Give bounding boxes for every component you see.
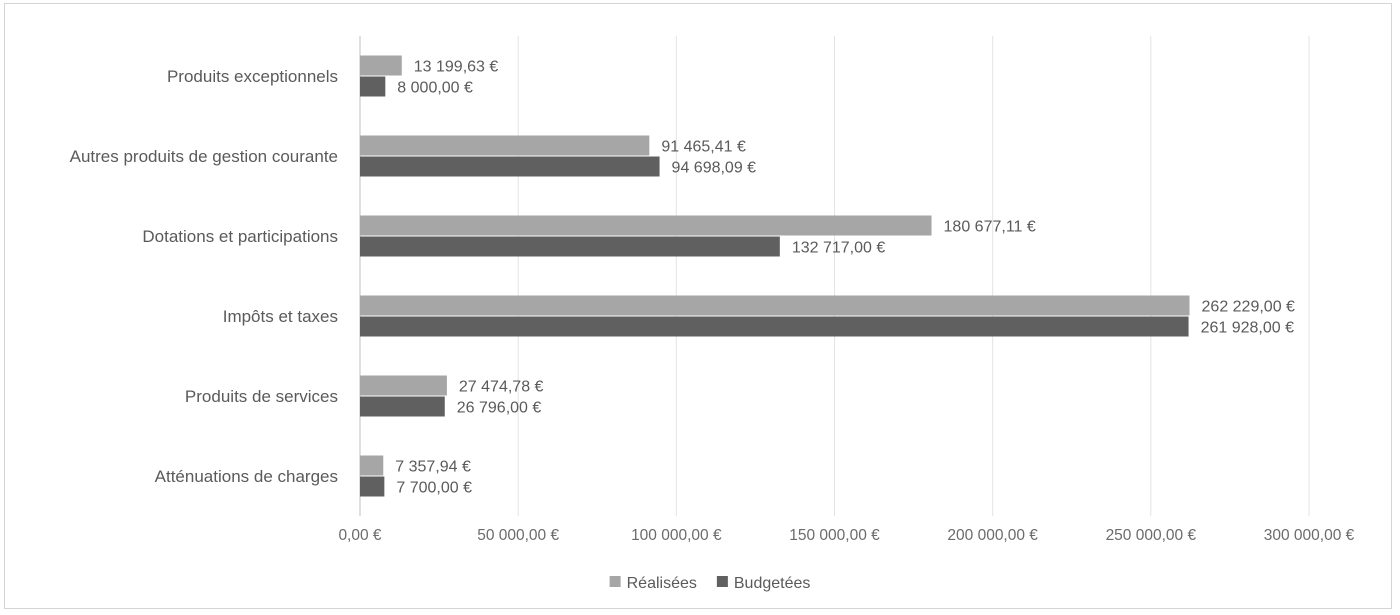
bar-realisees bbox=[360, 135, 650, 156]
legend-label-budgetees: Budgetées bbox=[734, 575, 811, 592]
x-tick-label: 100 000,00 € bbox=[631, 527, 722, 544]
x-tick-label: 50 000,00 € bbox=[477, 527, 559, 544]
category-label: Dotations et participations bbox=[142, 227, 338, 246]
x-tick-label: 150 000,00 € bbox=[789, 527, 880, 544]
bars bbox=[360, 55, 1190, 497]
data-label: 26 796,00 € bbox=[457, 400, 542, 417]
data-label: 94 698,09 € bbox=[672, 160, 757, 177]
legend: Réalisées Budgetées bbox=[609, 575, 811, 592]
x-axis-ticks: 0,00 € 50 000,00 € 100 000,00 € 150 000,00 … bbox=[338, 527, 1354, 544]
x-tick-label: 300 000,00 € bbox=[1264, 527, 1355, 544]
data-label: 7 700,00 € bbox=[396, 480, 472, 497]
data-label: 261 928,00 € bbox=[1201, 320, 1295, 337]
bar-realisees bbox=[360, 375, 447, 396]
bar-realisees bbox=[360, 215, 932, 236]
bar-realisees bbox=[360, 455, 384, 476]
bar-budgetees bbox=[360, 156, 660, 177]
category-label: Produits exceptionnels bbox=[167, 67, 338, 86]
data-label: 7 357,94 € bbox=[395, 459, 471, 476]
bar-realisees bbox=[360, 55, 402, 76]
legend-swatch-realisees bbox=[609, 576, 621, 587]
data-label: 8 000,00 € bbox=[397, 80, 473, 97]
data-label: 91 465,41 € bbox=[661, 139, 746, 156]
category-label: Impôts et taxes bbox=[223, 307, 338, 326]
category-labels: Produits exceptionnels Autres produits de… bbox=[70, 67, 338, 486]
category-label: Atténuations de charges bbox=[155, 467, 338, 486]
x-tick-label: 200 000,00 € bbox=[947, 527, 1038, 544]
category-label: Autres produits de gestion courante bbox=[70, 147, 338, 166]
bar-budgetees bbox=[360, 476, 385, 497]
legend-swatch-budgetees bbox=[716, 576, 728, 587]
legend-label-realisees: Réalisées bbox=[627, 575, 697, 592]
data-labels: 13 199,63 € 8 000,00 € 91 465,41 € 94 698,0… bbox=[395, 59, 1295, 497]
gridlines bbox=[359, 36, 1310, 516]
bar-realisees bbox=[360, 295, 1190, 316]
data-label: 132 717,00 € bbox=[792, 240, 886, 257]
data-label: 180 677,11 € bbox=[944, 219, 1036, 236]
data-label: 262 229,00 € bbox=[1202, 299, 1296, 316]
x-tick-label: 250 000,00 € bbox=[1106, 527, 1197, 544]
bar-budgetees bbox=[360, 396, 445, 417]
data-label: 13 199,63 € bbox=[414, 59, 499, 76]
bar-budgetees bbox=[360, 316, 1189, 337]
x-tick-label: 0,00 € bbox=[338, 527, 381, 544]
bar-budgetees bbox=[360, 76, 386, 97]
category-label: Produits de services bbox=[185, 387, 338, 406]
data-label: 27 474,78 € bbox=[459, 379, 544, 396]
bar-budgetees bbox=[360, 236, 780, 257]
